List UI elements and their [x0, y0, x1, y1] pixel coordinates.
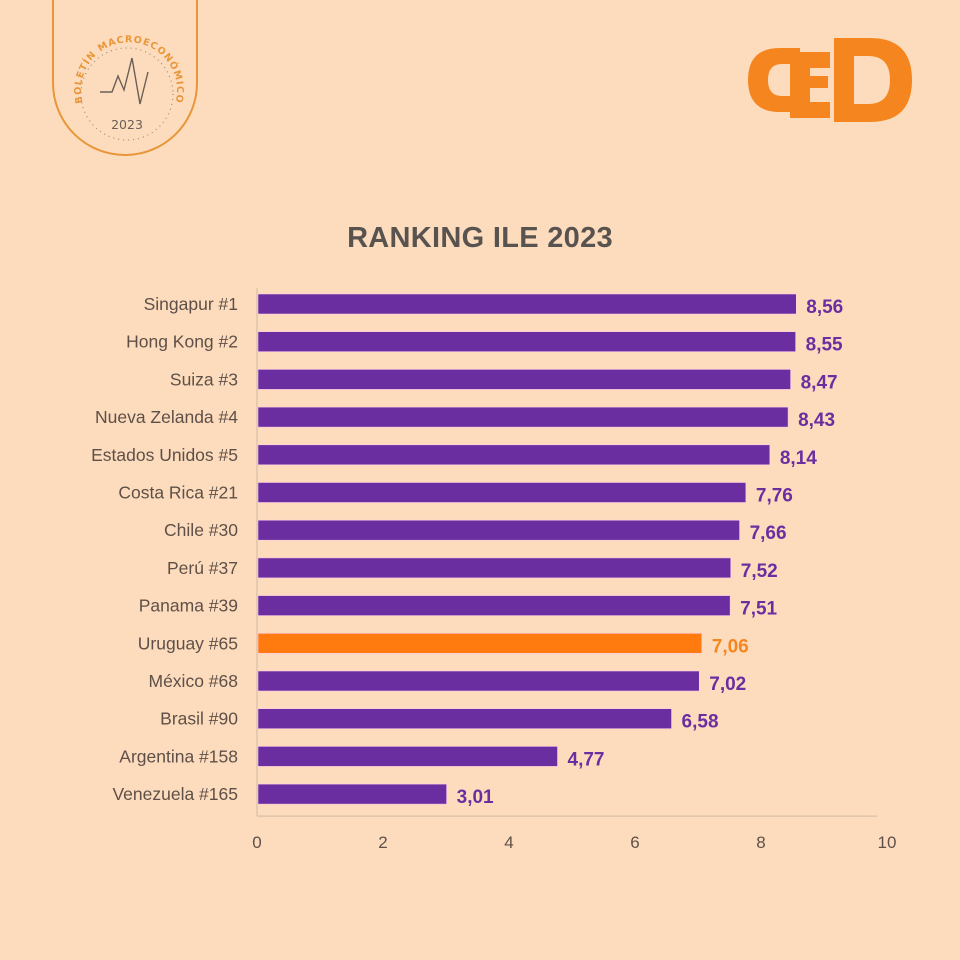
x-tick-label: 2 [378, 833, 387, 852]
logo-letter-d [834, 38, 912, 122]
value-label: 4,77 [568, 749, 605, 770]
category-label: Brasil #90 [160, 709, 238, 729]
bar-row: Hong Kong #2 8,55 [126, 331, 843, 356]
logo-letter-e [790, 52, 830, 118]
bar [257, 708, 672, 730]
value-label: 8,55 [806, 335, 843, 356]
category-label: Argentina #158 [119, 746, 238, 766]
badge-dotted-ring [80, 47, 174, 141]
bar-highlight [257, 632, 703, 654]
x-tick-label: 0 [252, 833, 261, 852]
bar [257, 783, 447, 805]
badge-year: 2023 [111, 117, 143, 132]
category-label: Uruguay #65 [138, 633, 238, 653]
x-tick-label: 8 [756, 833, 765, 852]
category-label: Estados Unidos #5 [91, 445, 238, 465]
bar-row: Costa Rica #21 7,76 [118, 482, 793, 507]
value-label: 7,06 [712, 636, 749, 657]
bar-row: Argentina #158 4,77 [119, 746, 604, 770]
badge-year-mask [104, 116, 150, 132]
x-tick-label: 4 [504, 833, 513, 852]
bar-row: Estados Unidos #5 8,14 [91, 444, 817, 469]
value-label: 8,47 [801, 372, 838, 393]
logo-letter-c [748, 48, 800, 112]
bar-row: Perú #37 7,52 [167, 557, 778, 582]
bar-row: Uruguay #65 7,06 [138, 632, 749, 657]
boletin-badge: BOLETÍN MACROECONÓMICO 2023 [52, 0, 198, 156]
value-label: 7,66 [750, 523, 787, 544]
x-tick-label: 6 [630, 833, 639, 852]
pulse-line-icon [100, 57, 149, 105]
bar [257, 293, 797, 315]
bar-row: Venezuela #165 3,01 [112, 783, 494, 808]
category-label: Costa Rica #21 [118, 483, 238, 503]
category-label: Chile #30 [164, 520, 238, 540]
bar-row: Nueva Zelanda #4 8,43 [95, 406, 835, 431]
value-label: 7,76 [756, 486, 793, 507]
bar-row: Panama #39 7,51 [139, 595, 778, 620]
bar [257, 482, 747, 503]
category-label: Venezuela #165 [112, 784, 238, 804]
bar [257, 331, 796, 353]
category-label: Panama #39 [139, 596, 238, 616]
value-label: 7,52 [741, 561, 778, 582]
category-label: México #68 [149, 671, 239, 691]
value-label: 3,01 [457, 787, 494, 808]
value-label: 8,56 [806, 297, 843, 318]
category-label: Hong Kong #2 [126, 332, 238, 352]
axis-layer: 0 2 4 6 8 10 [252, 288, 896, 852]
value-label: 6,58 [682, 712, 719, 733]
value-label: 7,51 [740, 599, 777, 620]
bar-row: Brasil #90 6,58 [160, 708, 719, 733]
bar-row: Singapur #1 8,56 [144, 293, 843, 318]
bar [257, 557, 732, 579]
category-label: Perú #37 [167, 558, 238, 578]
bar [257, 444, 771, 466]
bar-row: México #68 7,02 [149, 670, 746, 695]
bar [257, 670, 700, 692]
category-label: Singapur #1 [144, 294, 238, 314]
ced-logo [748, 38, 912, 122]
bar [257, 369, 791, 390]
badge-graphic: BOLETÍN MACROECONÓMICO 2023 [73, 34, 184, 141]
value-label: 7,02 [709, 674, 746, 695]
bar [257, 406, 789, 428]
chart-title: RANKING ILE 2023 [347, 222, 613, 254]
bar [257, 595, 731, 616]
category-label: Suiza #3 [170, 369, 238, 389]
bar [257, 519, 740, 541]
bars-layer: Singapur #1 8,56 Hong Kong #2 8,55 Suiza #3 8… [91, 293, 843, 808]
bar-row: Chile #30 7,66 [164, 519, 787, 544]
category-label: Nueva Zelanda #4 [95, 407, 238, 427]
bar [257, 746, 558, 767]
bar-row: Suiza #3 8,47 [170, 369, 838, 393]
value-label: 8,14 [780, 448, 817, 469]
x-tick-label: 10 [878, 833, 897, 852]
value-label: 8,43 [798, 410, 835, 431]
